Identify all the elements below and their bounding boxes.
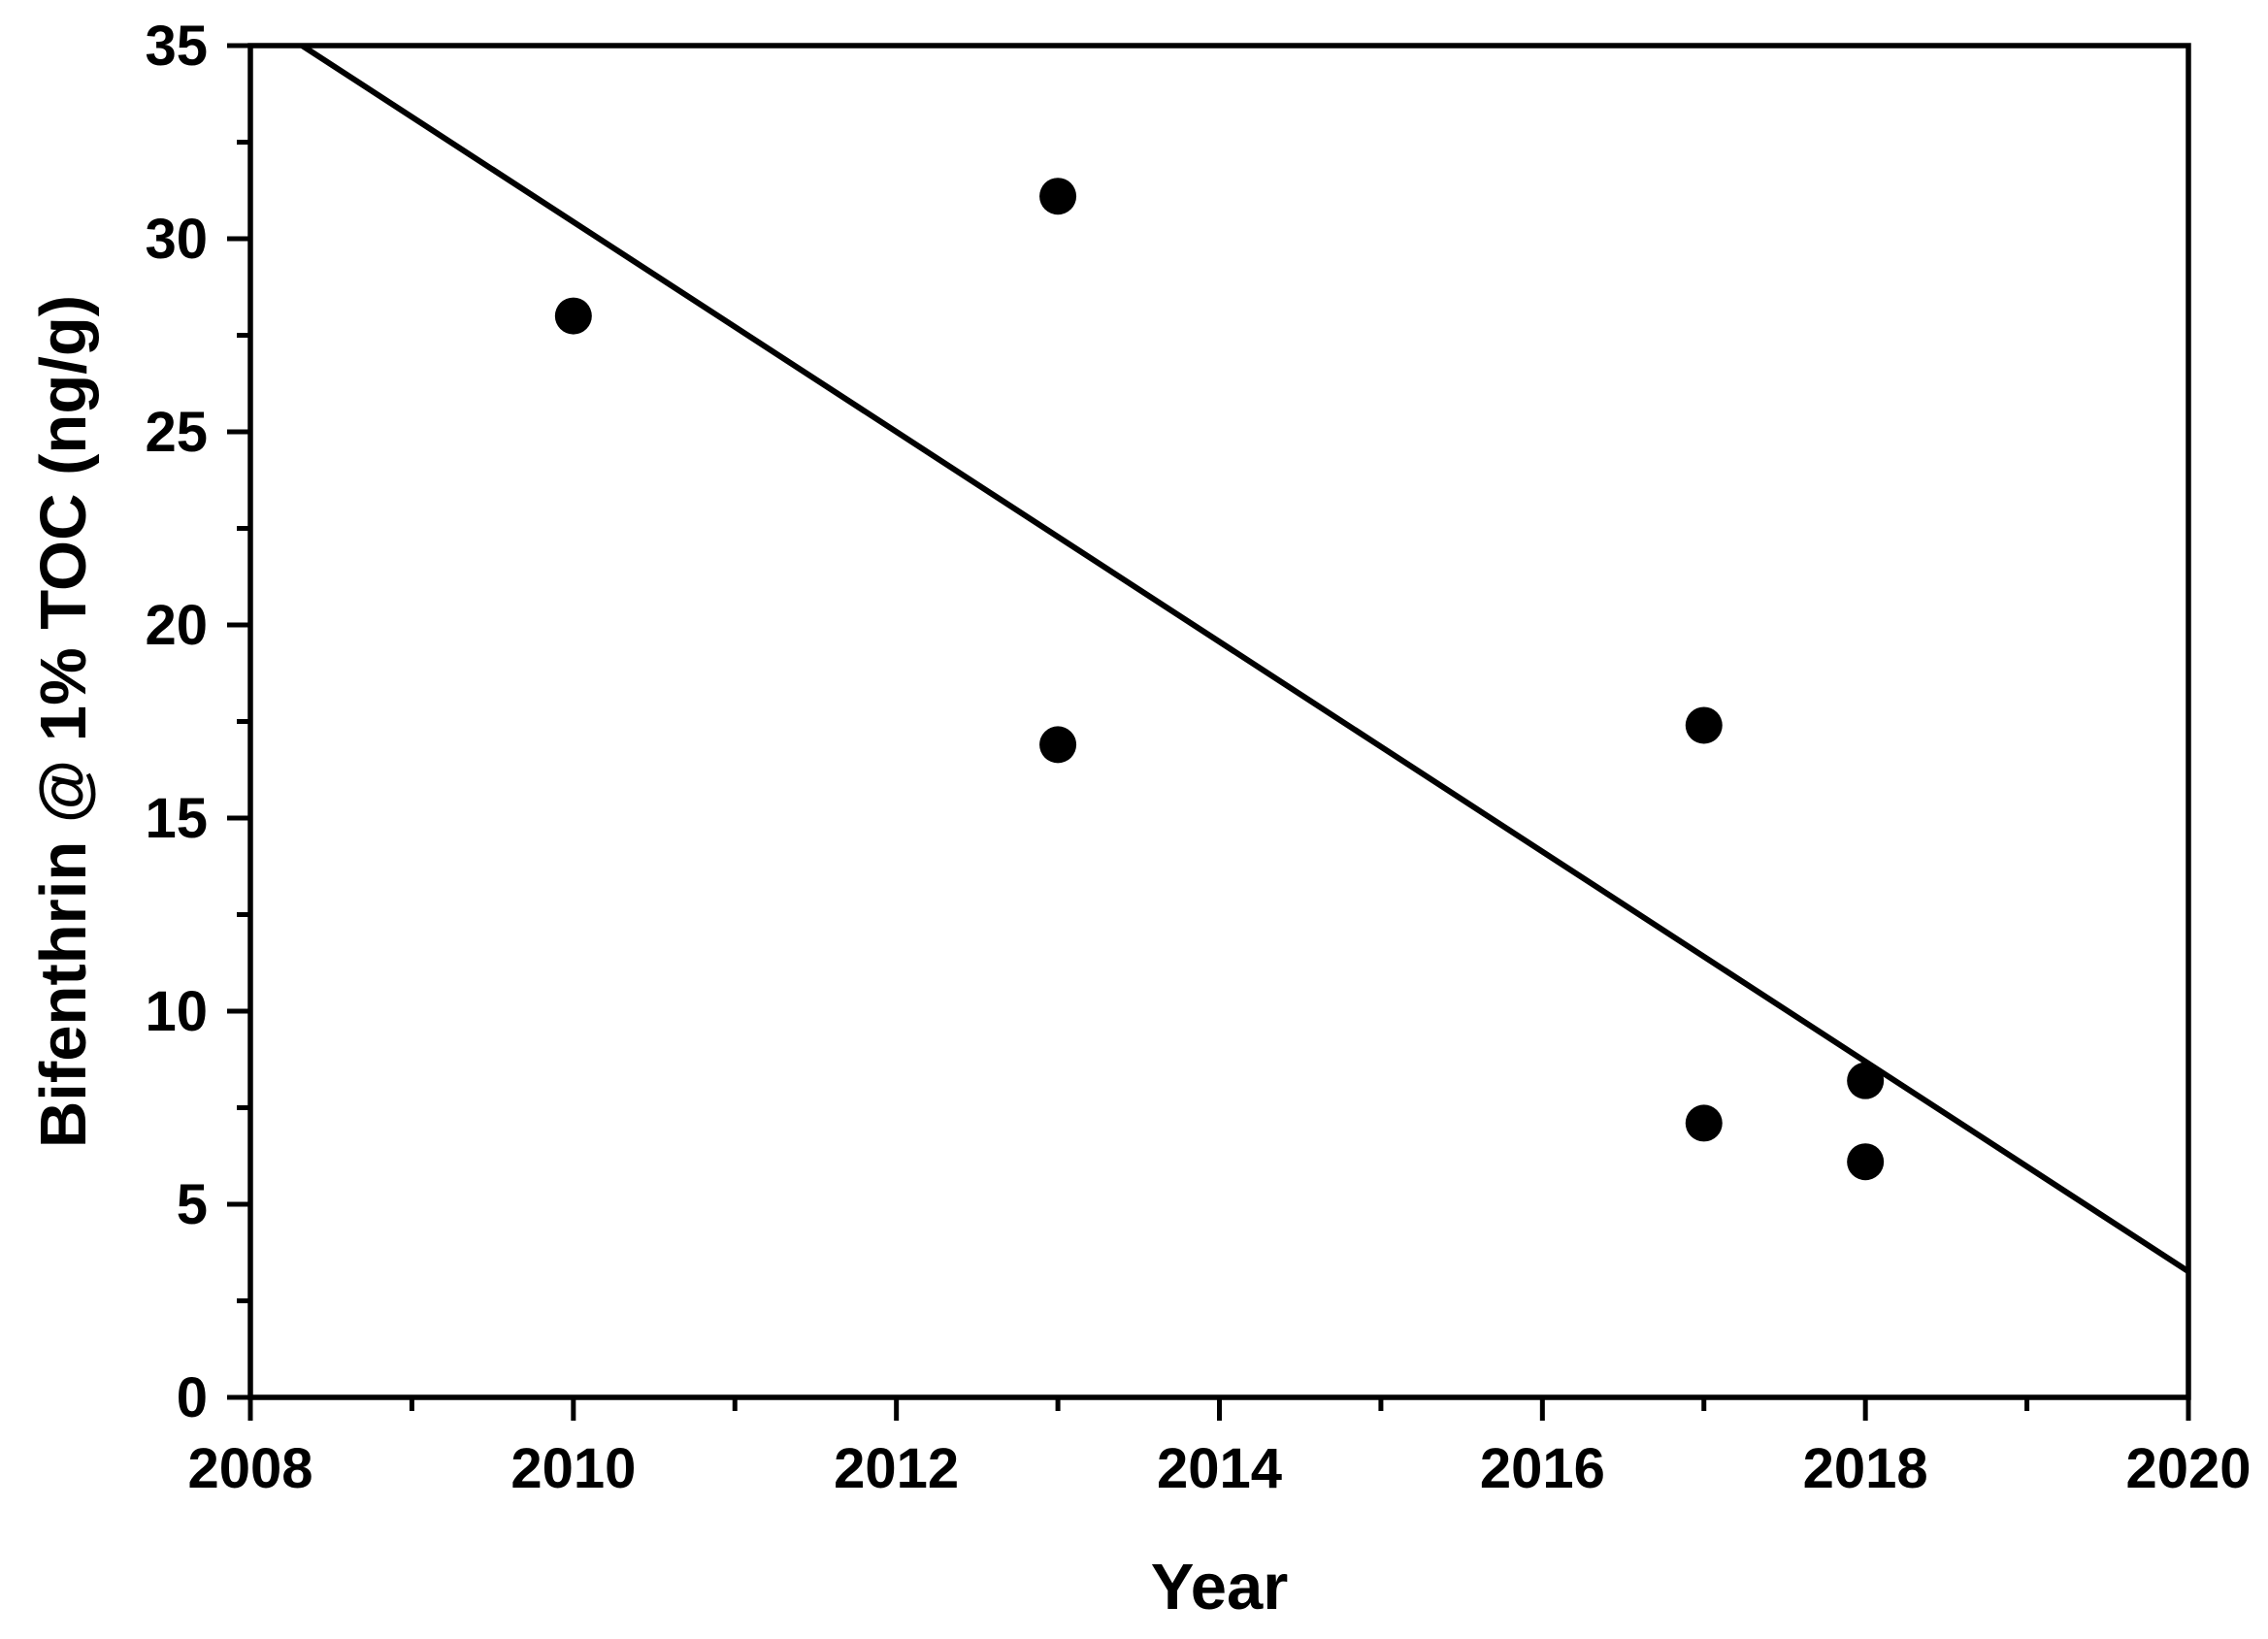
data-point xyxy=(1685,706,1723,744)
y-tick-label: 35 xyxy=(145,15,208,78)
y-tick-label: 5 xyxy=(177,1173,208,1236)
tick-labels-layer: 2008 2010 2012 2014 2016 2018 2020 0 5 10 15 20 25 30… xyxy=(145,15,2251,1500)
data-point xyxy=(1847,1062,1885,1099)
y-tick-label: 15 xyxy=(145,787,208,850)
x-axis-title: Year xyxy=(1151,1551,1289,1623)
series-layer xyxy=(300,43,2190,1274)
data-point xyxy=(1847,1143,1885,1181)
x-tick-label: 2020 xyxy=(2125,1437,2251,1500)
x-tick-label: 2016 xyxy=(1480,1437,1605,1500)
y-tick-label: 0 xyxy=(177,1366,208,1429)
plot-frame xyxy=(247,43,2191,1400)
data-point xyxy=(554,297,592,335)
y-tick-label: 10 xyxy=(145,980,208,1043)
x-tick-label: 2010 xyxy=(510,1437,636,1500)
y-tick-label: 20 xyxy=(145,594,208,657)
y-tick-label: 30 xyxy=(145,208,208,271)
trend-line xyxy=(300,43,2190,1274)
x-tick-label: 2018 xyxy=(1803,1437,1928,1500)
x-tick-label: 2014 xyxy=(1157,1437,1282,1500)
data-point xyxy=(1039,178,1077,215)
data-point xyxy=(1039,726,1077,764)
y-axis-title: Bifenthrin @ 1% TOC (ng/g) xyxy=(27,295,100,1148)
x-tick-label: 2008 xyxy=(187,1437,312,1500)
y-tick-label: 25 xyxy=(145,401,208,464)
data-point xyxy=(1685,1104,1723,1142)
ticks-layer xyxy=(227,43,2191,1421)
x-tick-label: 2012 xyxy=(834,1437,959,1500)
